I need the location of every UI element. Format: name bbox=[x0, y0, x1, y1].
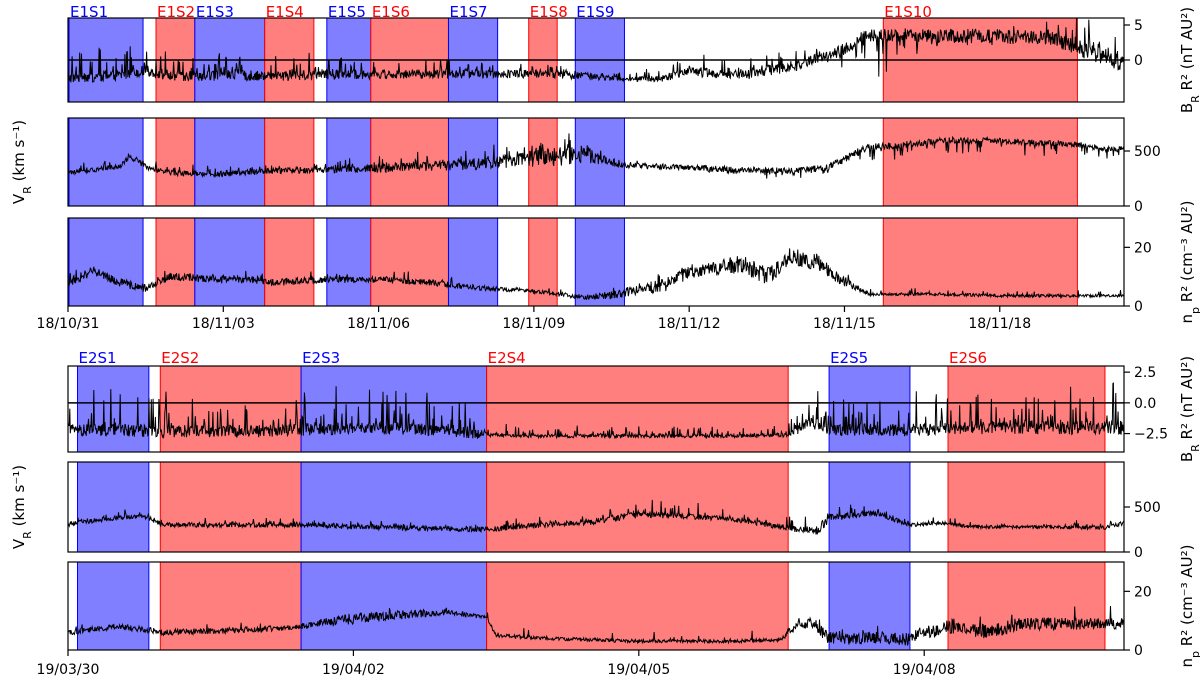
segment-label-E1S9: E1S9 bbox=[576, 3, 614, 21]
series-line-2-2 bbox=[68, 499, 1124, 535]
segment-label-E2S5: E2S5 bbox=[830, 349, 868, 367]
segment-label-E2S6: E2S6 bbox=[949, 349, 987, 367]
segment-E1S2-panel-2 bbox=[155, 117, 196, 207]
segment-label-E1S10: E1S10 bbox=[884, 3, 932, 21]
y-axis-label-2-3: np R² (cm⁻³ AU²) bbox=[1178, 545, 1200, 668]
panel-frame bbox=[67, 117, 1125, 207]
x-tick-label: 19/04/08 bbox=[893, 662, 956, 678]
y-tick-label: −2.5 bbox=[1134, 427, 1168, 443]
segment-label-E2S1: E2S1 bbox=[79, 349, 117, 367]
segment-E1S10-panel-2 bbox=[882, 117, 1078, 207]
segment-E1S2-panel-3 bbox=[155, 217, 196, 307]
x-tick-label: 18/10/31 bbox=[37, 316, 100, 332]
segment-E2S2-panel-2 bbox=[159, 461, 302, 553]
segment-E2S1-panel-2 bbox=[77, 461, 150, 553]
segment-E1S6-panel-3 bbox=[370, 217, 449, 307]
x-tick-label: 18/11/18 bbox=[968, 316, 1031, 332]
segment-label-E1S2: E1S2 bbox=[157, 3, 195, 21]
x-tick-label: 18/11/15 bbox=[813, 316, 876, 332]
panel-2-3: 0 20 np R² (cm⁻³ AU²) bbox=[67, 545, 1200, 668]
segment-label-E1S1: E1S1 bbox=[70, 3, 108, 21]
y-tick-label: 0 bbox=[1134, 299, 1143, 315]
segment-E1S9-panel-2 bbox=[574, 117, 625, 207]
y-tick-label: 0.0 bbox=[1134, 396, 1156, 412]
segment-E2S3-panel-3 bbox=[300, 561, 488, 651]
x-tick-label: 19/04/02 bbox=[322, 662, 385, 678]
segment-label-E2S3: E2S3 bbox=[302, 349, 340, 367]
segment-E1S3-panel-2 bbox=[194, 117, 266, 207]
segment-E1S1-panel-2 bbox=[68, 117, 144, 207]
y-tick-label: 0 bbox=[1134, 545, 1143, 561]
x-tick-label: 18/11/09 bbox=[502, 316, 565, 332]
segment-E2S1-panel-1 bbox=[77, 365, 150, 453]
x-tick-label: 18/11/06 bbox=[347, 316, 410, 332]
y-tick-label: 0 bbox=[1134, 53, 1143, 69]
segment-label-E1S3: E1S3 bbox=[196, 3, 234, 21]
panel-1-2: 0 500 VR (km s⁻¹) bbox=[10, 117, 1161, 215]
segment-E2S4-panel-1 bbox=[486, 365, 789, 453]
series-line-1-1 bbox=[68, 18, 1124, 83]
y-tick-label: 5 bbox=[1134, 18, 1143, 34]
segment-E2S5-panel-2 bbox=[828, 461, 911, 553]
segment-E1S4-panel-2 bbox=[264, 117, 315, 207]
segment-label-E1S6: E1S6 bbox=[372, 3, 410, 21]
y-tick-label: 20 bbox=[1134, 584, 1152, 600]
y-tick-label: 500 bbox=[1134, 144, 1161, 160]
x-tick-label: 19/03/30 bbox=[37, 662, 100, 678]
panel-2-2: 0 500 VR (km s⁻¹) bbox=[10, 461, 1161, 561]
x-tick-label: 18/11/12 bbox=[658, 316, 721, 332]
segment-E2S4-panel-2 bbox=[486, 461, 789, 553]
segment-E2S4-panel-3 bbox=[486, 561, 789, 651]
segment-label-E2S4: E2S4 bbox=[488, 349, 526, 367]
x-tick-label: 19/04/05 bbox=[607, 662, 670, 678]
segment-E1S7-panel-3 bbox=[447, 217, 499, 307]
y-axis-label-1-1: BR R² (nT AU²) bbox=[1178, 7, 1200, 113]
segment-E1S5-panel-2 bbox=[326, 117, 372, 207]
series-line-1-3 bbox=[68, 248, 1124, 301]
y-tick-label: 500 bbox=[1134, 500, 1161, 516]
encounter-1-figure: E1S1 E1S2 E1S3 E1S4 E1S5 E1S6 E1S7 E1S8 E1S9 E1S1… bbox=[10, 3, 1200, 332]
segment-E2S1-panel-3 bbox=[77, 561, 150, 651]
y-axis-label-1-3: np R² (cm⁻³ AU²) bbox=[1178, 201, 1200, 324]
x-tick-label: 18/11/03 bbox=[192, 316, 255, 332]
segment-E1S1-panel-3 bbox=[68, 217, 144, 307]
segment-E1S4-panel-3 bbox=[264, 217, 315, 307]
segment-E1S3-panel-3 bbox=[194, 217, 266, 307]
segment-label-E1S5: E1S5 bbox=[328, 3, 366, 21]
series-line-1-2 bbox=[68, 133, 1124, 179]
panel-frame bbox=[67, 561, 1125, 651]
segment-label-E1S8: E1S8 bbox=[530, 3, 568, 21]
encounter-2-figure: E2S1 E2S2 E2S3 E2S4 E2S5 E2S6 2.5 0.0 −2.5 BR R² … bbox=[10, 349, 1200, 678]
y-axis-label-2-2: VR (km s⁻¹) bbox=[10, 465, 34, 549]
y-axis-label-1-2: VR (km s⁻¹) bbox=[10, 120, 34, 204]
y-tick-label: 20 bbox=[1134, 240, 1152, 256]
segment-E2S5-panel-1 bbox=[828, 365, 911, 453]
segment-label-E1S4: E1S4 bbox=[266, 3, 304, 21]
y-tick-label: 0 bbox=[1134, 199, 1143, 215]
segment-E2S3-panel-2 bbox=[300, 461, 488, 553]
y-tick-label: 2.5 bbox=[1134, 365, 1156, 381]
panel-frame bbox=[67, 365, 1125, 453]
segment-E2S2-panel-3 bbox=[159, 561, 302, 651]
segment-E1S5-panel-3 bbox=[326, 217, 372, 307]
segment-label-E1S7: E1S7 bbox=[449, 3, 487, 21]
segment-E1S9-panel-3 bbox=[574, 217, 625, 307]
series-line-2-1 bbox=[68, 382, 1124, 440]
y-tick-label: 0 bbox=[1134, 643, 1143, 659]
y-axis-label-2-1: BR R² (nT AU²) bbox=[1178, 356, 1200, 462]
panel-2-1: 2.5 0.0 −2.5 BR R² (nT AU²) bbox=[67, 356, 1200, 462]
panel-1-1: 0 5 BR R² (nT AU²) bbox=[67, 7, 1200, 113]
panel-frame bbox=[67, 217, 1125, 307]
segment-E2S3-panel-1 bbox=[300, 365, 488, 453]
segment-E2S6-panel-3 bbox=[947, 561, 1106, 651]
segment-label-E2S2: E2S2 bbox=[161, 349, 199, 367]
series-line-2-3 bbox=[68, 605, 1124, 646]
segment-E2S6-panel-2 bbox=[947, 461, 1106, 553]
segment-E2S2-panel-1 bbox=[159, 365, 302, 453]
panel-1-3: 0 20 np R² (cm⁻³ AU²) bbox=[67, 201, 1200, 324]
